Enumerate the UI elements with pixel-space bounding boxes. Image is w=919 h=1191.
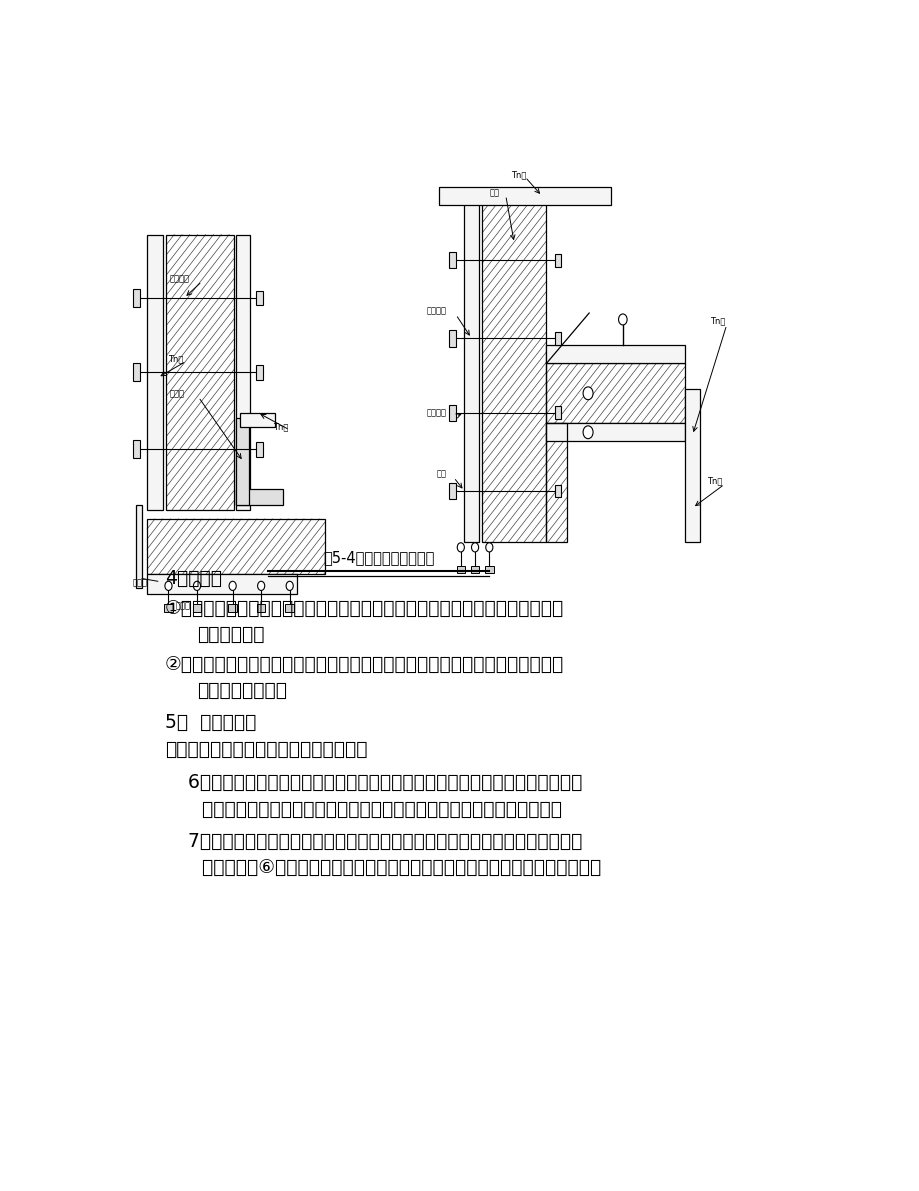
Circle shape	[485, 543, 493, 551]
Bar	[236, 418, 249, 505]
Bar	[147, 574, 297, 594]
Text: ①底模：小于一米时可在墙体拆完后脱模，大于一米的梁底模应改换木模，与顶: ①底模：小于一米时可在墙体拆完后脱模，大于一米的梁底模应改换木模，与顶	[165, 599, 563, 618]
Circle shape	[618, 314, 627, 325]
Bar	[236, 488, 282, 505]
Bar	[136, 505, 142, 587]
Text: 小扒勾: 小扒勾	[176, 601, 190, 611]
Bar	[236, 235, 250, 510]
Bar	[285, 604, 294, 611]
Bar	[484, 566, 494, 573]
Circle shape	[165, 581, 172, 591]
Bar	[546, 345, 685, 363]
Bar	[256, 604, 266, 611]
Bar	[554, 406, 560, 419]
Text: 穿墙螺栓: 穿墙螺栓	[426, 306, 446, 316]
Text: Tn板: Tn板	[510, 170, 526, 180]
Bar	[546, 423, 685, 442]
Bar	[554, 254, 560, 267]
Text: 板一块拆模。: 板一块拆模。	[197, 625, 264, 644]
Bar	[255, 442, 263, 456]
Bar	[456, 566, 465, 573]
Text: 6、模板由具有专业加工的生产厂家按图纸设计生产加工。模板现场在售后服务: 6、模板由具有专业加工的生产厂家按图纸设计生产加工。模板现场在售后服务	[176, 773, 582, 792]
Bar	[164, 604, 173, 611]
Bar	[147, 235, 163, 510]
Text: 4、梁模：: 4、梁模：	[165, 569, 221, 588]
Text: 弯头螺栓: 弯头螺栓	[426, 409, 446, 417]
Text: Tn板: Tn板	[706, 476, 721, 485]
Bar	[255, 291, 263, 305]
Bar	[685, 389, 699, 542]
Text: 斜撑: 斜撑	[437, 469, 446, 479]
Bar	[166, 235, 233, 510]
Bar	[255, 364, 263, 380]
Text: 穿墙螺栓: 穿墙螺栓	[170, 274, 189, 283]
Bar	[554, 485, 560, 498]
Text: 人员的指导下就位安装，整体安装一层结束后，售后服务人员方可离场。: 人员的指导下就位安装，整体安装一层结束后，售后服务人员方可离场。	[189, 799, 562, 818]
Bar	[546, 363, 685, 423]
Bar	[147, 519, 325, 574]
Bar	[132, 439, 140, 459]
Text: 图5-4：阴、阳角模安装图: 图5-4：阴、阳角模安装图	[323, 550, 434, 565]
Bar	[439, 187, 610, 205]
Bar	[192, 604, 201, 611]
Text: 阴角模: 阴角模	[170, 389, 185, 399]
Bar	[448, 330, 455, 347]
Bar	[471, 566, 479, 573]
Bar	[448, 482, 455, 499]
Text: Tn板: Tn板	[709, 317, 725, 326]
Circle shape	[583, 426, 593, 438]
Text: 用大模专用油涂刷模板表面，以防粘结。: 用大模专用油涂刷模板表面，以防粘结。	[165, 740, 367, 759]
Text: 5、  模板隔离剂: 5、 模板隔离剂	[165, 713, 256, 732]
Text: 墙体: 墙体	[489, 189, 499, 198]
Text: 后出现安全事故。: 后出现安全事故。	[197, 681, 287, 700]
Text: 7、墙模板就位前钢筋应绑扎完成，并挂好保护层定位卡，水电预埋应完成，并: 7、墙模板就位前钢筋应绑扎完成，并挂好保护层定位卡，水电预埋应完成，并	[176, 831, 582, 850]
Bar	[240, 412, 275, 428]
Bar	[448, 405, 455, 422]
Text: ②梁侧模：与墙一块浇筑的梁模在拆除墙板墙将上口用铁丝绑扎，防止墙模吊走: ②梁侧模：与墙一块浇筑的梁模在拆除墙板墙将上口用铁丝绑扎，防止墙模吊走	[165, 655, 563, 674]
Circle shape	[193, 581, 200, 591]
Bar	[554, 332, 560, 344]
Circle shape	[286, 581, 293, 591]
Text: 经过验收。⑥模板安装就位后按照上图进行加固，对拉螺杆应随时拼装随就位。: 经过验收。⑥模板安装就位后按照上图进行加固，对拉螺杆应随时拼装随就位。	[189, 859, 600, 878]
Circle shape	[457, 543, 464, 551]
Circle shape	[257, 581, 265, 591]
Bar	[228, 604, 237, 611]
Bar	[546, 423, 567, 542]
Bar	[132, 363, 140, 381]
Text: Tn板: Tn板	[273, 423, 289, 431]
Circle shape	[583, 387, 593, 400]
Bar	[132, 288, 140, 307]
Circle shape	[229, 581, 236, 591]
Bar	[482, 202, 546, 542]
Bar	[448, 252, 455, 268]
Circle shape	[471, 543, 478, 551]
Text: Tn板: Tn板	[168, 354, 184, 363]
Bar	[464, 202, 478, 542]
Text: 阳角模: 阳角模	[132, 579, 148, 587]
